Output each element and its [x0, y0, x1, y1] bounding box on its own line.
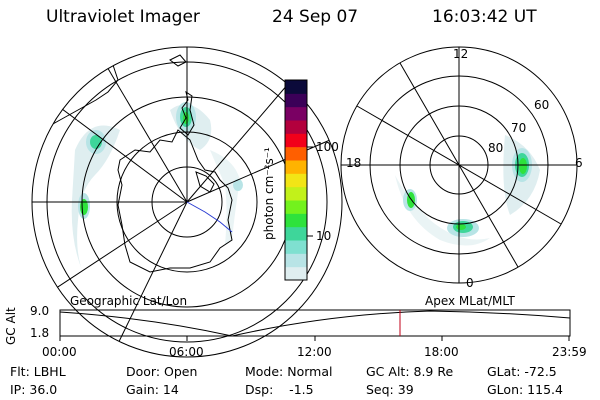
magnetic-polar-plot [340, 46, 578, 284]
colorbar-band [285, 213, 307, 228]
timeline-xtick-0600: 06:00 [169, 345, 204, 359]
colorbar-band [285, 160, 307, 174]
instrument-title: Ultraviolet Imager [46, 7, 200, 27]
timeline-title-left: Geographic Lat/Lon [70, 294, 188, 308]
mlt-label-18: 18 [346, 156, 362, 170]
mlt-label-12: 12 [453, 47, 469, 61]
colorbar-band [285, 80, 307, 94]
mlt-label-0: 0 [466, 276, 474, 290]
geographic-map [31, 46, 343, 358]
colorbar-band [285, 226, 307, 241]
colorbar-tick-100: 100 [316, 140, 339, 154]
timeline-xtick-1200: 12:00 [297, 345, 332, 359]
glat-label: GLat: -72.5 [487, 364, 557, 379]
timeline-title-right: Apex MLat/MLT [425, 294, 515, 308]
colorbar-band [285, 253, 307, 268]
lat-label-70: 70 [511, 121, 527, 135]
ip-label: IP: 36.0 [10, 382, 58, 397]
color-bar [284, 79, 313, 281]
colorbar-tick-10: 10 [316, 229, 332, 243]
timeline-xtick-1800: 18:00 [424, 345, 459, 359]
coastlines [32, 54, 233, 273]
lat-label-80: 80 [488, 141, 504, 155]
colorbar-band [285, 106, 307, 121]
date-label: 24 Sep 07 [272, 7, 359, 27]
timeline-ytick-bottom: 1.8 [30, 326, 50, 340]
altitude-curve [59, 310, 571, 337]
lat-label-60: 60 [534, 98, 550, 112]
colorbar-band [285, 173, 307, 188]
mode-label: Mode: Normal [245, 364, 333, 379]
timeline-ytick-top: 9.0 [30, 304, 50, 318]
gc-alt-label: GC Alt: 8.9 Re [366, 364, 454, 379]
dsp-label: Dsp: -1.5 [245, 382, 314, 397]
colorbar-band [285, 146, 307, 161]
colorbar-band [285, 133, 307, 148]
door-label: Door: Open [126, 364, 198, 379]
filter-label: Flt: LBHL [10, 364, 66, 379]
aurora-oval-geographic [71, 102, 243, 270]
colorbar-band [285, 240, 307, 254]
aurora-oval-magnetic [395, 135, 540, 246]
colorbar-band [285, 200, 307, 214]
mlt-label-6: 6 [575, 156, 583, 170]
altitude-timeline [59, 309, 571, 341]
gain-label: Gain: 14 [126, 382, 179, 397]
satellite-track [186, 201, 233, 233]
colorbar-band [285, 120, 307, 134]
colorbar-unit-label: photon cm⁻²s⁻¹ [262, 147, 276, 240]
colorbar-band [285, 266, 307, 281]
timeline-ylabel: GC Alt [4, 307, 18, 345]
colorbar-band [285, 186, 307, 201]
glon-label: GLon: 115.4 [487, 382, 563, 397]
colorbar-band [285, 93, 307, 108]
timeline-xtick-2359: 23:59 [552, 345, 587, 359]
time-label: 16:03:42 UT [432, 7, 537, 27]
timeline-xtick-0000: 00:00 [42, 345, 77, 359]
seq-label: Seq: 39 [366, 382, 414, 397]
